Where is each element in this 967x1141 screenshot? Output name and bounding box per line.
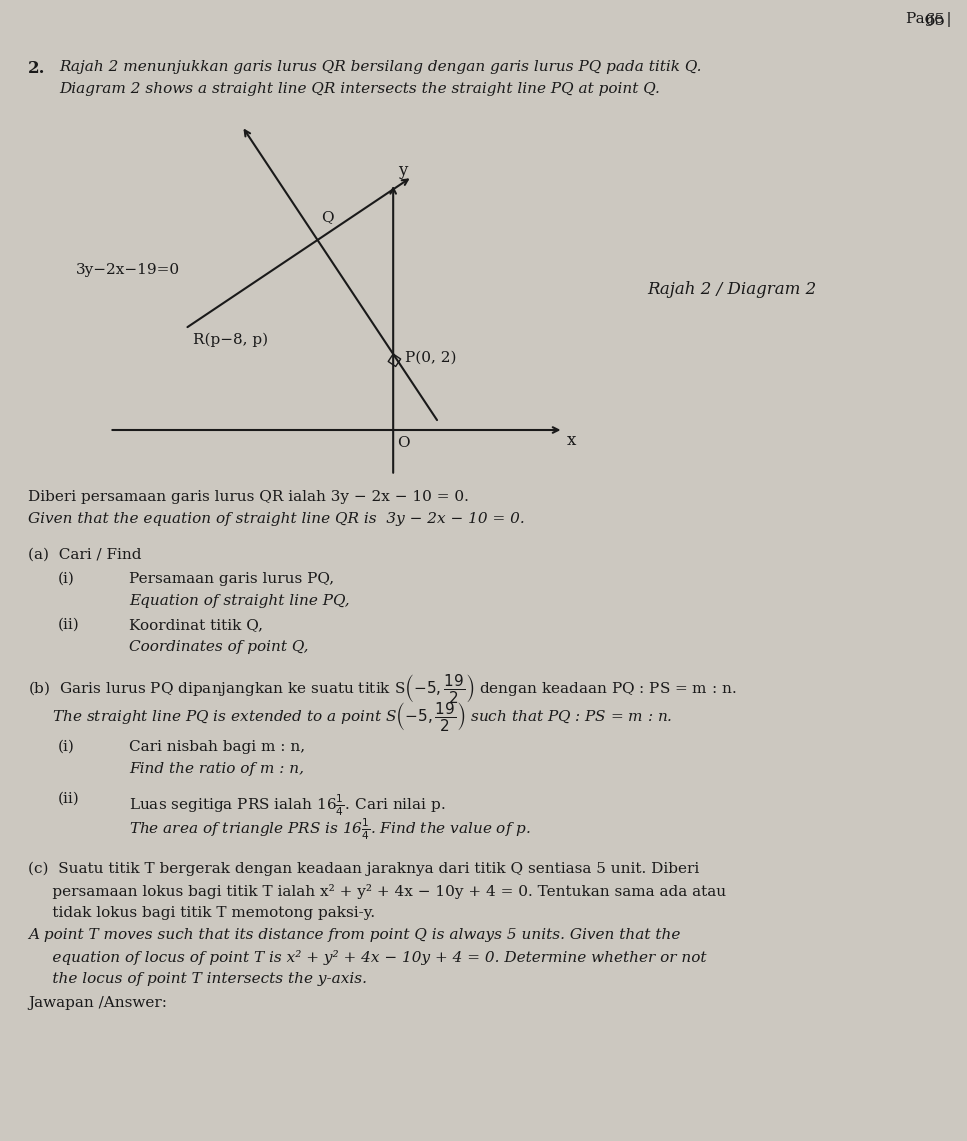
Text: tidak lokus bagi titik T memotong paksi-y.: tidak lokus bagi titik T memotong paksi-… (28, 906, 375, 920)
Text: (i): (i) (58, 572, 74, 586)
Text: x: x (568, 432, 576, 450)
Text: 3y−2x−19=0: 3y−2x−19=0 (76, 264, 180, 277)
Text: (ii): (ii) (58, 792, 79, 806)
Text: Jawapan /Answer:: Jawapan /Answer: (28, 996, 167, 1010)
Text: (a)  Cari / Find: (a) Cari / Find (28, 548, 141, 563)
Text: persamaan lokus bagi titik T ialah x² + y² + 4x − 10y + 4 = 0. Tentukan sama ada: persamaan lokus bagi titik T ialah x² + … (28, 884, 726, 899)
Text: Persamaan garis lurus PQ,: Persamaan garis lurus PQ, (130, 572, 335, 586)
Text: R(p−8, p): R(p−8, p) (193, 333, 268, 347)
Text: Koordinat titik Q,: Koordinat titik Q, (130, 618, 263, 632)
Text: Diagram 2 shows a straight line QR intersects the straight line PQ at point Q.: Diagram 2 shows a straight line QR inter… (60, 82, 660, 96)
Text: Cari nisbah bagi m : n,: Cari nisbah bagi m : n, (130, 741, 306, 754)
Text: The area of triangle PRS is 16$\frac{1}{4}$. Find the value of p.: The area of triangle PRS is 16$\frac{1}{… (130, 816, 531, 842)
Text: Luas segitiga PRS ialah 16$\frac{1}{4}$. Cari nilai p.: Luas segitiga PRS ialah 16$\frac{1}{4}$.… (130, 792, 446, 818)
Text: Given that the equation of straight line QR is  3y − 2x − 10 = 0.: Given that the equation of straight line… (28, 512, 525, 526)
Text: 65: 65 (924, 13, 946, 29)
Text: (c)  Suatu titik T bergerak dengan keadaan jaraknya dari titik Q sentiasa 5 unit: (c) Suatu titik T bergerak dengan keadaa… (28, 861, 699, 876)
Text: Equation of straight line PQ,: Equation of straight line PQ, (130, 594, 350, 608)
Text: O: O (397, 436, 410, 450)
Text: Rajah 2 / Diagram 2: Rajah 2 / Diagram 2 (647, 282, 816, 299)
Text: P(0, 2): P(0, 2) (405, 351, 456, 365)
Text: The straight line PQ is extended to a point S$\left(-5,\dfrac{19}{2}\right)$ suc: The straight line PQ is extended to a po… (28, 699, 672, 733)
Text: y: y (398, 162, 407, 179)
Text: A point T moves such that its distance from point Q is always 5 units. Given tha: A point T moves such that its distance f… (28, 928, 680, 942)
Text: the locus of point T intersects the y-axis.: the locus of point T intersects the y-ax… (28, 972, 366, 986)
Text: (i): (i) (58, 741, 74, 754)
Text: (b)  Garis lurus PQ dipanjangkan ke suatu titik S$\left(-5,\dfrac{19}{2}\right)$: (b) Garis lurus PQ dipanjangkan ke suatu… (28, 672, 736, 705)
Text: Coordinates of point Q,: Coordinates of point Q, (130, 640, 308, 654)
Text: Diberi persamaan garis lurus QR ialah 3y − 2x − 10 = 0.: Diberi persamaan garis lurus QR ialah 3y… (28, 489, 469, 504)
Text: equation of locus of point T is x² + y² + 4x − 10y + 4 = 0. Determine whether or: equation of locus of point T is x² + y² … (28, 950, 706, 965)
Text: (ii): (ii) (58, 618, 79, 632)
Text: Q: Q (321, 210, 335, 224)
Text: Rajah 2 menunjukkan garis lurus QR bersilang dengan garis lurus PQ pada titik Q.: Rajah 2 menunjukkan garis lurus QR bersi… (60, 60, 702, 74)
Text: Find the ratio of m : n,: Find the ratio of m : n, (130, 762, 305, 776)
Text: Page |: Page | (906, 13, 954, 27)
Text: 2.: 2. (28, 60, 45, 76)
